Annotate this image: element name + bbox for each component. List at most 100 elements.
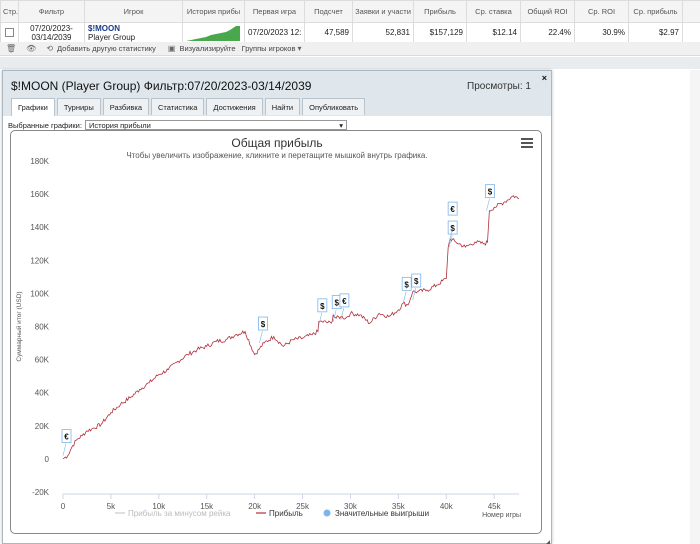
big-win-marker-label: € bbox=[342, 297, 347, 306]
big-win-marker bbox=[317, 298, 328, 313]
tab-charts[interactable]: Графики bbox=[11, 98, 55, 116]
tab-achievements[interactable]: Достижения bbox=[206, 98, 263, 115]
x-tick-label: 40k bbox=[440, 502, 454, 511]
close-icon[interactable]: × bbox=[541, 73, 547, 83]
big-win-marker bbox=[339, 293, 350, 308]
y-tick-label: 140K bbox=[30, 223, 49, 232]
header-avg-roi[interactable]: Ср. ROI bbox=[574, 0, 629, 23]
big-win-marker-label: $ bbox=[450, 224, 455, 233]
chart-container[interactable]: -20K 0 20K 40K 60K 80K 100K 120K 140K 160K 180K 0 5k… bbox=[10, 130, 542, 534]
trash-icon[interactable]: 🗑 bbox=[6, 44, 17, 53]
dialog-tabs: Графики Турниры Разбивка Статистика Дост… bbox=[11, 98, 367, 116]
profit-sparkline[interactable] bbox=[186, 25, 240, 41]
eye-icon[interactable]: 👁 bbox=[26, 44, 37, 53]
player-cell: $!MOON Player Group bbox=[84, 22, 183, 43]
player-groups-label: Группы игроков bbox=[241, 44, 296, 53]
header-player[interactable]: Игрок bbox=[84, 0, 183, 23]
y-tick-label: 60K bbox=[35, 356, 50, 365]
profit-history-cell[interactable] bbox=[182, 22, 245, 43]
header-avg-profit[interactable]: Ср. прибыль bbox=[628, 0, 683, 23]
graph-select[interactable]: История прибыли ▾ bbox=[84, 120, 347, 130]
chart-subtitle: Чтобы увеличить изображение, кликните и … bbox=[126, 151, 428, 160]
filler-cell bbox=[682, 22, 700, 43]
profit-chart[interactable]: -20K 0 20K 40K 60K 80K 100K 120K 140K 160K 180K 0 5k… bbox=[11, 131, 543, 535]
x-tick-label: 30k bbox=[344, 502, 358, 511]
x-tick-label: 5k bbox=[107, 502, 116, 511]
big-win-marker-label: € bbox=[64, 433, 69, 442]
tab-publish[interactable]: Опубликовать bbox=[302, 98, 366, 115]
avg-roi-cell: 30.9% bbox=[574, 22, 629, 43]
y-tick-label: 0 bbox=[45, 455, 50, 464]
y-tick-label: 80K bbox=[35, 323, 50, 332]
filter-from: 07/20/2023- bbox=[30, 23, 73, 33]
row-checkbox[interactable] bbox=[5, 28, 14, 38]
header-first-game[interactable]: Первая игра bbox=[244, 0, 305, 23]
player-name-link[interactable]: $!MOON bbox=[88, 23, 120, 33]
tab-find[interactable]: Найти bbox=[264, 98, 301, 115]
graph-select-row: Выбранные графики: История прибыли ▾ bbox=[8, 120, 347, 130]
avg-profit-cell: $2.97 bbox=[628, 22, 683, 43]
x-tick-label: 0 bbox=[61, 502, 66, 511]
big-win-marker-label: $ bbox=[320, 302, 325, 311]
header-profit[interactable]: Прибыль bbox=[413, 0, 467, 23]
x-tick-label: 45k bbox=[488, 502, 502, 511]
legend-bigwin-label: Значительные выигрыши bbox=[335, 509, 429, 518]
y-tick-label: 100K bbox=[30, 289, 49, 298]
big-win-marker bbox=[61, 429, 72, 443]
entries-cell: 52,831 bbox=[352, 22, 414, 43]
filter-to: 03/14/2039 bbox=[31, 32, 72, 42]
first-game-cell: 07/20/2023 12: bbox=[244, 22, 305, 43]
add-stat-icon: ⟲ bbox=[46, 44, 54, 53]
header-entries[interactable]: Заявки и участи bbox=[352, 0, 414, 23]
total-roi-cell: 22.4% bbox=[520, 22, 575, 43]
resize-handle-icon[interactable]: ◢ bbox=[545, 540, 550, 544]
y-tick-label: 160K bbox=[30, 190, 49, 199]
header-total-roi[interactable]: Общий ROI bbox=[520, 0, 575, 23]
header-filler bbox=[682, 0, 700, 23]
marker-connector bbox=[448, 234, 453, 248]
filter-cell: 07/20/2023- 03/14/2039 bbox=[18, 22, 85, 43]
graph-select-label: Выбранные графики: bbox=[8, 120, 82, 130]
marker-connector bbox=[340, 307, 345, 320]
marker-connector bbox=[402, 291, 407, 304]
marker-connector bbox=[486, 198, 490, 211]
marker-connector bbox=[318, 312, 323, 325]
big-win-marker-label: $ bbox=[334, 299, 339, 308]
avg-stake-cell: $12.14 bbox=[466, 22, 521, 43]
image-icon: ▣ bbox=[167, 44, 176, 53]
tab-tournaments[interactable]: Турниры bbox=[56, 98, 101, 115]
table-row[interactable]: 07/20/2023- 03/14/2039 $!MOON Player Gro… bbox=[0, 22, 700, 43]
marker-connector bbox=[62, 443, 67, 456]
x-tick-label: 10k bbox=[152, 502, 166, 511]
header-profit-history[interactable]: История прибы bbox=[182, 0, 245, 23]
player-group-label: Player Group bbox=[88, 32, 136, 42]
x-tick-label: 35k bbox=[392, 502, 406, 511]
header-page[interactable]: Стр. bbox=[0, 0, 19, 23]
tab-statistics[interactable]: Статистика bbox=[151, 98, 205, 115]
dialog-header: $!MOON (Player Group) Фильтр:07/20/2023-… bbox=[3, 71, 551, 116]
header-filter[interactable]: Фильтр bbox=[18, 0, 85, 23]
big-win-marker-label: $ bbox=[488, 188, 493, 197]
header-count[interactable]: Подсчет bbox=[304, 0, 353, 23]
page-scrollbar[interactable] bbox=[690, 70, 700, 544]
add-stat-button[interactable]: ⟲ Добавить другую статистику bbox=[40, 44, 156, 53]
legend-rake-label: Прибыль за минусом рейка bbox=[128, 509, 231, 518]
x-axis-label: Номер игры bbox=[482, 512, 521, 519]
count-cell: 47,589 bbox=[304, 22, 353, 43]
stats-table: Стр. Фильтр Игрок История прибы Первая и… bbox=[0, 0, 700, 43]
tab-breakdown[interactable]: Разбивка bbox=[102, 98, 150, 115]
dialog-title: $!MOON (Player Group) Фильтр:07/20/2023-… bbox=[11, 79, 312, 93]
header-avg-stake[interactable]: Ср. ставка bbox=[466, 0, 521, 23]
hamburger-menu-icon[interactable] bbox=[521, 138, 533, 148]
visualize-label: Визуализируйте bbox=[179, 44, 236, 53]
big-win-marker-label: € bbox=[450, 205, 455, 214]
chart-title: Общая прибыль bbox=[231, 136, 323, 150]
player-groups-dropdown[interactable]: Группы игроков ▾ bbox=[242, 44, 306, 53]
visualize-button[interactable]: ▣ Визуализируйте bbox=[162, 44, 236, 53]
big-win-marker-label: $ bbox=[261, 320, 266, 329]
add-stat-label: Добавить другую статистику bbox=[57, 44, 156, 53]
views-counter: Просмотры: 1 bbox=[467, 81, 531, 92]
y-axis-label: Суммарный итог (USD) bbox=[15, 291, 23, 361]
big-win-marker bbox=[447, 220, 458, 235]
big-win-marker-label: $ bbox=[404, 280, 409, 289]
